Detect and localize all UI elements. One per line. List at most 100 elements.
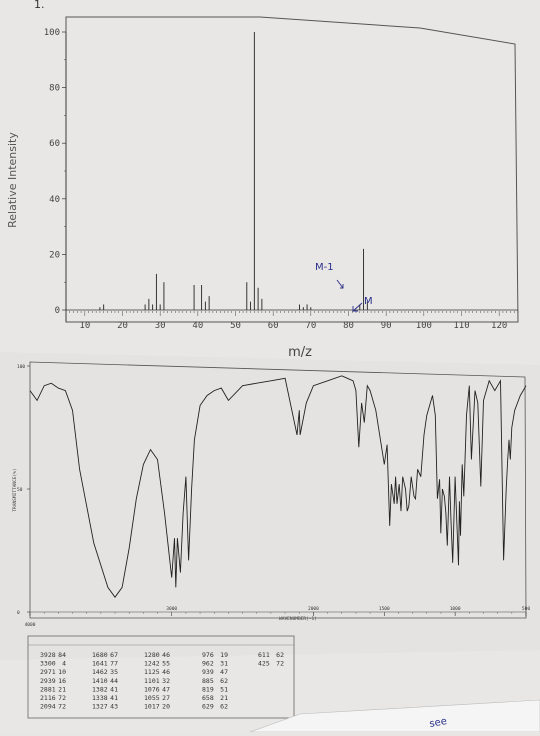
annotation-arrow-m-minus-1 (336, 279, 344, 289)
table-cell-transmittance: 72 (58, 703, 66, 711)
table-cell-wavenumber: 1101 (144, 677, 160, 685)
table-cell-wavenumber: 1680 (92, 651, 108, 659)
table-cell-transmittance: 67 (110, 651, 118, 659)
table-cell-wavenumber: 1017 (144, 703, 160, 711)
table-cell-wavenumber: 3300 (40, 660, 56, 668)
ms-y-axis-label: Relative Intensity (6, 132, 19, 228)
table-cell-transmittance: 44 (110, 677, 118, 685)
ms-x-tick-label: 20 (117, 321, 128, 331)
table-cell-transmittance: 46 (162, 668, 170, 676)
ir-y-tick-label: 100 (17, 364, 25, 370)
table-cell-wavenumber: 2881 (40, 685, 56, 693)
ir-x-axis-label: WAVENUMBER(-1) (279, 616, 317, 622)
table-cell-transmittance: 47 (220, 668, 228, 676)
table-cell-wavenumber: 1055 (144, 694, 160, 702)
table-cell-wavenumber: 1641 (92, 660, 108, 668)
ir-frame (29, 361, 527, 619)
table-cell-transmittance: 62 (220, 703, 228, 711)
table-cell-wavenumber: 2971 (40, 668, 56, 676)
table-cell-transmittance: 21 (58, 685, 66, 693)
table-frame (27, 635, 295, 719)
ms-x-tick-label: 60 (268, 321, 279, 331)
table-cell-transmittance: 43 (110, 703, 118, 711)
annotation-m-minus-1: M-1 (315, 262, 334, 273)
ir-x-tick-label: 2000 (308, 606, 319, 612)
table-cell-transmittance: 27 (162, 694, 170, 702)
annotation-m: M (364, 296, 373, 307)
ms-y-tick-label: 100 (44, 28, 60, 38)
table-cell-wavenumber: 1242 (144, 660, 160, 668)
ir-x-tick-label: 1000 (450, 606, 461, 612)
table-cell-transmittance: 72 (276, 660, 284, 668)
table-cell-transmittance: 19 (220, 651, 228, 659)
table-cell-transmittance: 32 (162, 677, 170, 685)
ms-x-tick-label: 10 (79, 321, 90, 331)
table-cell-transmittance: 21 (220, 694, 228, 702)
table-cell-wavenumber: 425 (258, 660, 270, 668)
mass-spectrum: 10 20 30 40 50 60 70 80 90 100 110 120020406080100 … (6, 16, 519, 360)
table-cell-wavenumber: 3928 (40, 651, 56, 659)
ir-x-tick-label: 500 (522, 606, 530, 612)
ir-y-tick-label: 0 (17, 610, 20, 616)
table-cell-transmittance: 20 (162, 703, 170, 711)
table-cell-wavenumber: 962 (202, 660, 214, 668)
ms-x-tick-label: 50 (230, 321, 241, 331)
ir-y-axis-label: TRANSMITTANCE(%) (12, 468, 18, 511)
ir-spectrum: 4000 3000 2000 1500 1000 500 0 50 100 TRANSMITTA… (12, 361, 530, 628)
ms-y-tick-label: 60 (49, 139, 60, 149)
annotation-arrow-m (352, 302, 363, 312)
table-cell-wavenumber: 629 (202, 703, 214, 711)
ms-x-tick-label: 40 (192, 321, 203, 331)
table-cell-wavenumber: 2939 (40, 677, 56, 685)
table-cell-wavenumber: 1280 (144, 651, 160, 659)
table-cell-wavenumber: 939 (202, 668, 214, 676)
ms-x-tick-label: 90 (381, 321, 392, 331)
table-cell-transmittance: 77 (110, 660, 118, 668)
ir-x-tick-label: 4000 (25, 622, 36, 628)
table-cell-transmittance: 10 (58, 668, 66, 676)
ir-axes: 4000 3000 2000 1500 1000 500 0 50 100 (17, 364, 530, 628)
ms-y-tick-label: 40 (49, 195, 60, 205)
table-cell-transmittance: 31 (220, 660, 228, 668)
table-cell-wavenumber: 1410 (92, 677, 108, 685)
table-cell-transmittance: 46 (162, 651, 170, 659)
table-cell-wavenumber: 1462 (92, 668, 108, 676)
table-cell-transmittance: 72 (58, 694, 66, 702)
table-cell-wavenumber: 2116 (40, 694, 56, 702)
handwriting-bottom: see (429, 716, 448, 730)
ms-peaks (99, 32, 368, 310)
paper-shade (0, 352, 540, 660)
table-cell-transmittance: 4 (62, 660, 66, 668)
ms-x-tick-label: 120 (491, 321, 507, 331)
table-cell-transmittance: 62 (276, 651, 284, 659)
ir-y-tick-label: 50 (17, 487, 23, 493)
ms-x-tick-label: 100 (416, 321, 432, 331)
table-cell-wavenumber: 2094 (40, 703, 56, 711)
ms-y-tick-label: 20 (49, 250, 60, 260)
page-number: 1. (34, 0, 45, 11)
table-cell-wavenumber: 658 (202, 694, 214, 702)
table-cell-wavenumber: 1125 (144, 668, 160, 676)
ir-x-tick-label: 3000 (166, 606, 177, 612)
table-cell-transmittance: 62 (220, 677, 228, 685)
ir-x-tick-label: 1500 (379, 606, 390, 612)
table-cell-wavenumber: 611 (258, 651, 270, 659)
ms-y-tick-label: 80 (49, 84, 60, 94)
ms-x-tick-label: 110 (453, 321, 469, 331)
table-cell-wavenumber: 885 (202, 677, 214, 685)
table-cell-wavenumber: 819 (202, 685, 214, 693)
table-cell-wavenumber: 1382 (92, 685, 108, 693)
table-cell-transmittance: 55 (162, 660, 170, 668)
table-cell-wavenumber: 1076 (144, 685, 160, 693)
table-cell-transmittance: 35 (110, 668, 118, 676)
table-cell-transmittance: 84 (58, 651, 66, 659)
table-cell-transmittance: 16 (58, 677, 66, 685)
ms-x-tick-label: 80 (343, 321, 354, 331)
ms-x-tick-label: 30 (155, 321, 166, 331)
ms-axes: 10 20 30 40 50 60 70 80 90 100 110 120 0 20 40 60 80 100 (44, 28, 519, 331)
table-cell-transmittance: 47 (162, 685, 170, 693)
table-cell-transmittance: 41 (110, 685, 118, 693)
